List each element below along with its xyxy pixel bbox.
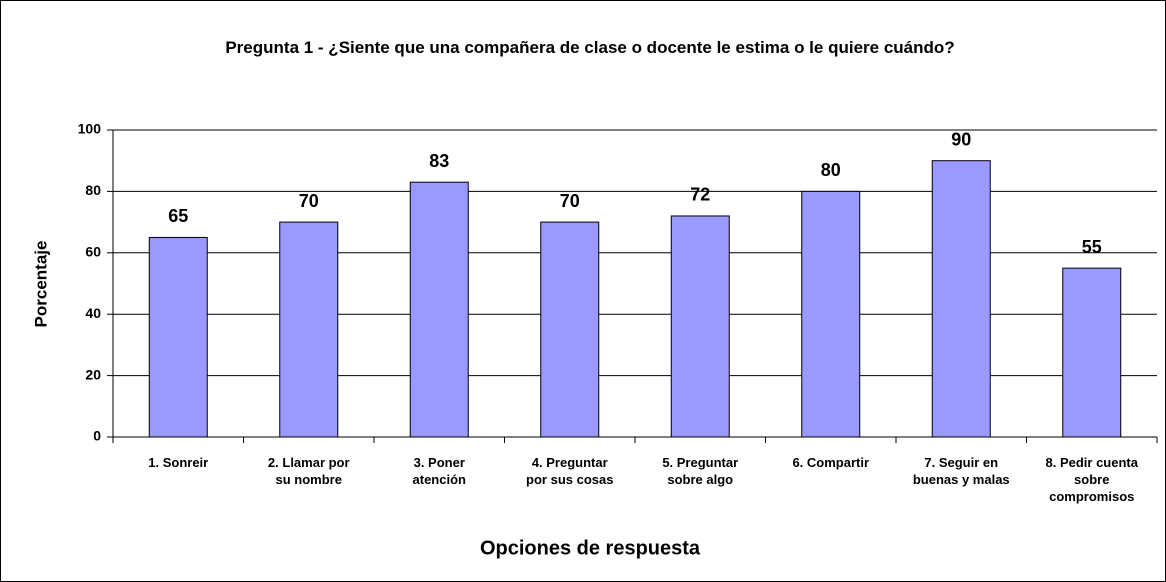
data-label: 72 bbox=[690, 185, 710, 205]
x-tick-label: 7. Seguir en buenas y malas bbox=[912, 455, 1010, 487]
data-label: 90 bbox=[951, 129, 971, 149]
data-label: 70 bbox=[299, 191, 319, 211]
y-tick-label: 40 bbox=[85, 305, 101, 321]
x-tick-label: 5. Preguntar sobre algo bbox=[662, 455, 739, 487]
y-tick-label: 60 bbox=[85, 244, 101, 260]
bar bbox=[148, 236, 208, 438]
y-tick-label: 100 bbox=[78, 121, 102, 137]
x-tick-label: 2. Llamar por su nombre bbox=[267, 455, 350, 487]
bar bbox=[540, 221, 600, 438]
bar bbox=[801, 190, 861, 438]
data-label: 65 bbox=[168, 206, 188, 226]
y-tick-label: 80 bbox=[85, 182, 101, 198]
x-tick-label: 1. Sonreir bbox=[148, 455, 209, 470]
data-label: 80 bbox=[821, 160, 841, 180]
x-tick-label: 8. Pedir cuenta sobre compromisos bbox=[1045, 455, 1138, 504]
x-axis-title: Opciones de respuesta bbox=[480, 537, 701, 559]
bar bbox=[931, 160, 991, 438]
bar bbox=[670, 215, 730, 438]
bar bbox=[1062, 267, 1122, 438]
y-tick-label: 20 bbox=[85, 366, 101, 382]
x-tick-label: 6. Compartir bbox=[792, 455, 870, 470]
y-tick-label: 0 bbox=[93, 428, 101, 444]
x-tick-label: 4. Preguntar por sus cosas bbox=[526, 455, 614, 487]
data-label: 55 bbox=[1082, 237, 1102, 257]
y-axis-title: Porcentaje bbox=[31, 241, 50, 328]
x-tick-label: 3. Poner atención bbox=[412, 455, 466, 487]
data-label: 83 bbox=[429, 151, 449, 171]
chart-title: Pregunta 1 - ¿Siente que una compañera d… bbox=[225, 38, 955, 57]
data-label: 70 bbox=[560, 191, 580, 211]
bar bbox=[279, 221, 339, 438]
bar bbox=[409, 181, 469, 438]
